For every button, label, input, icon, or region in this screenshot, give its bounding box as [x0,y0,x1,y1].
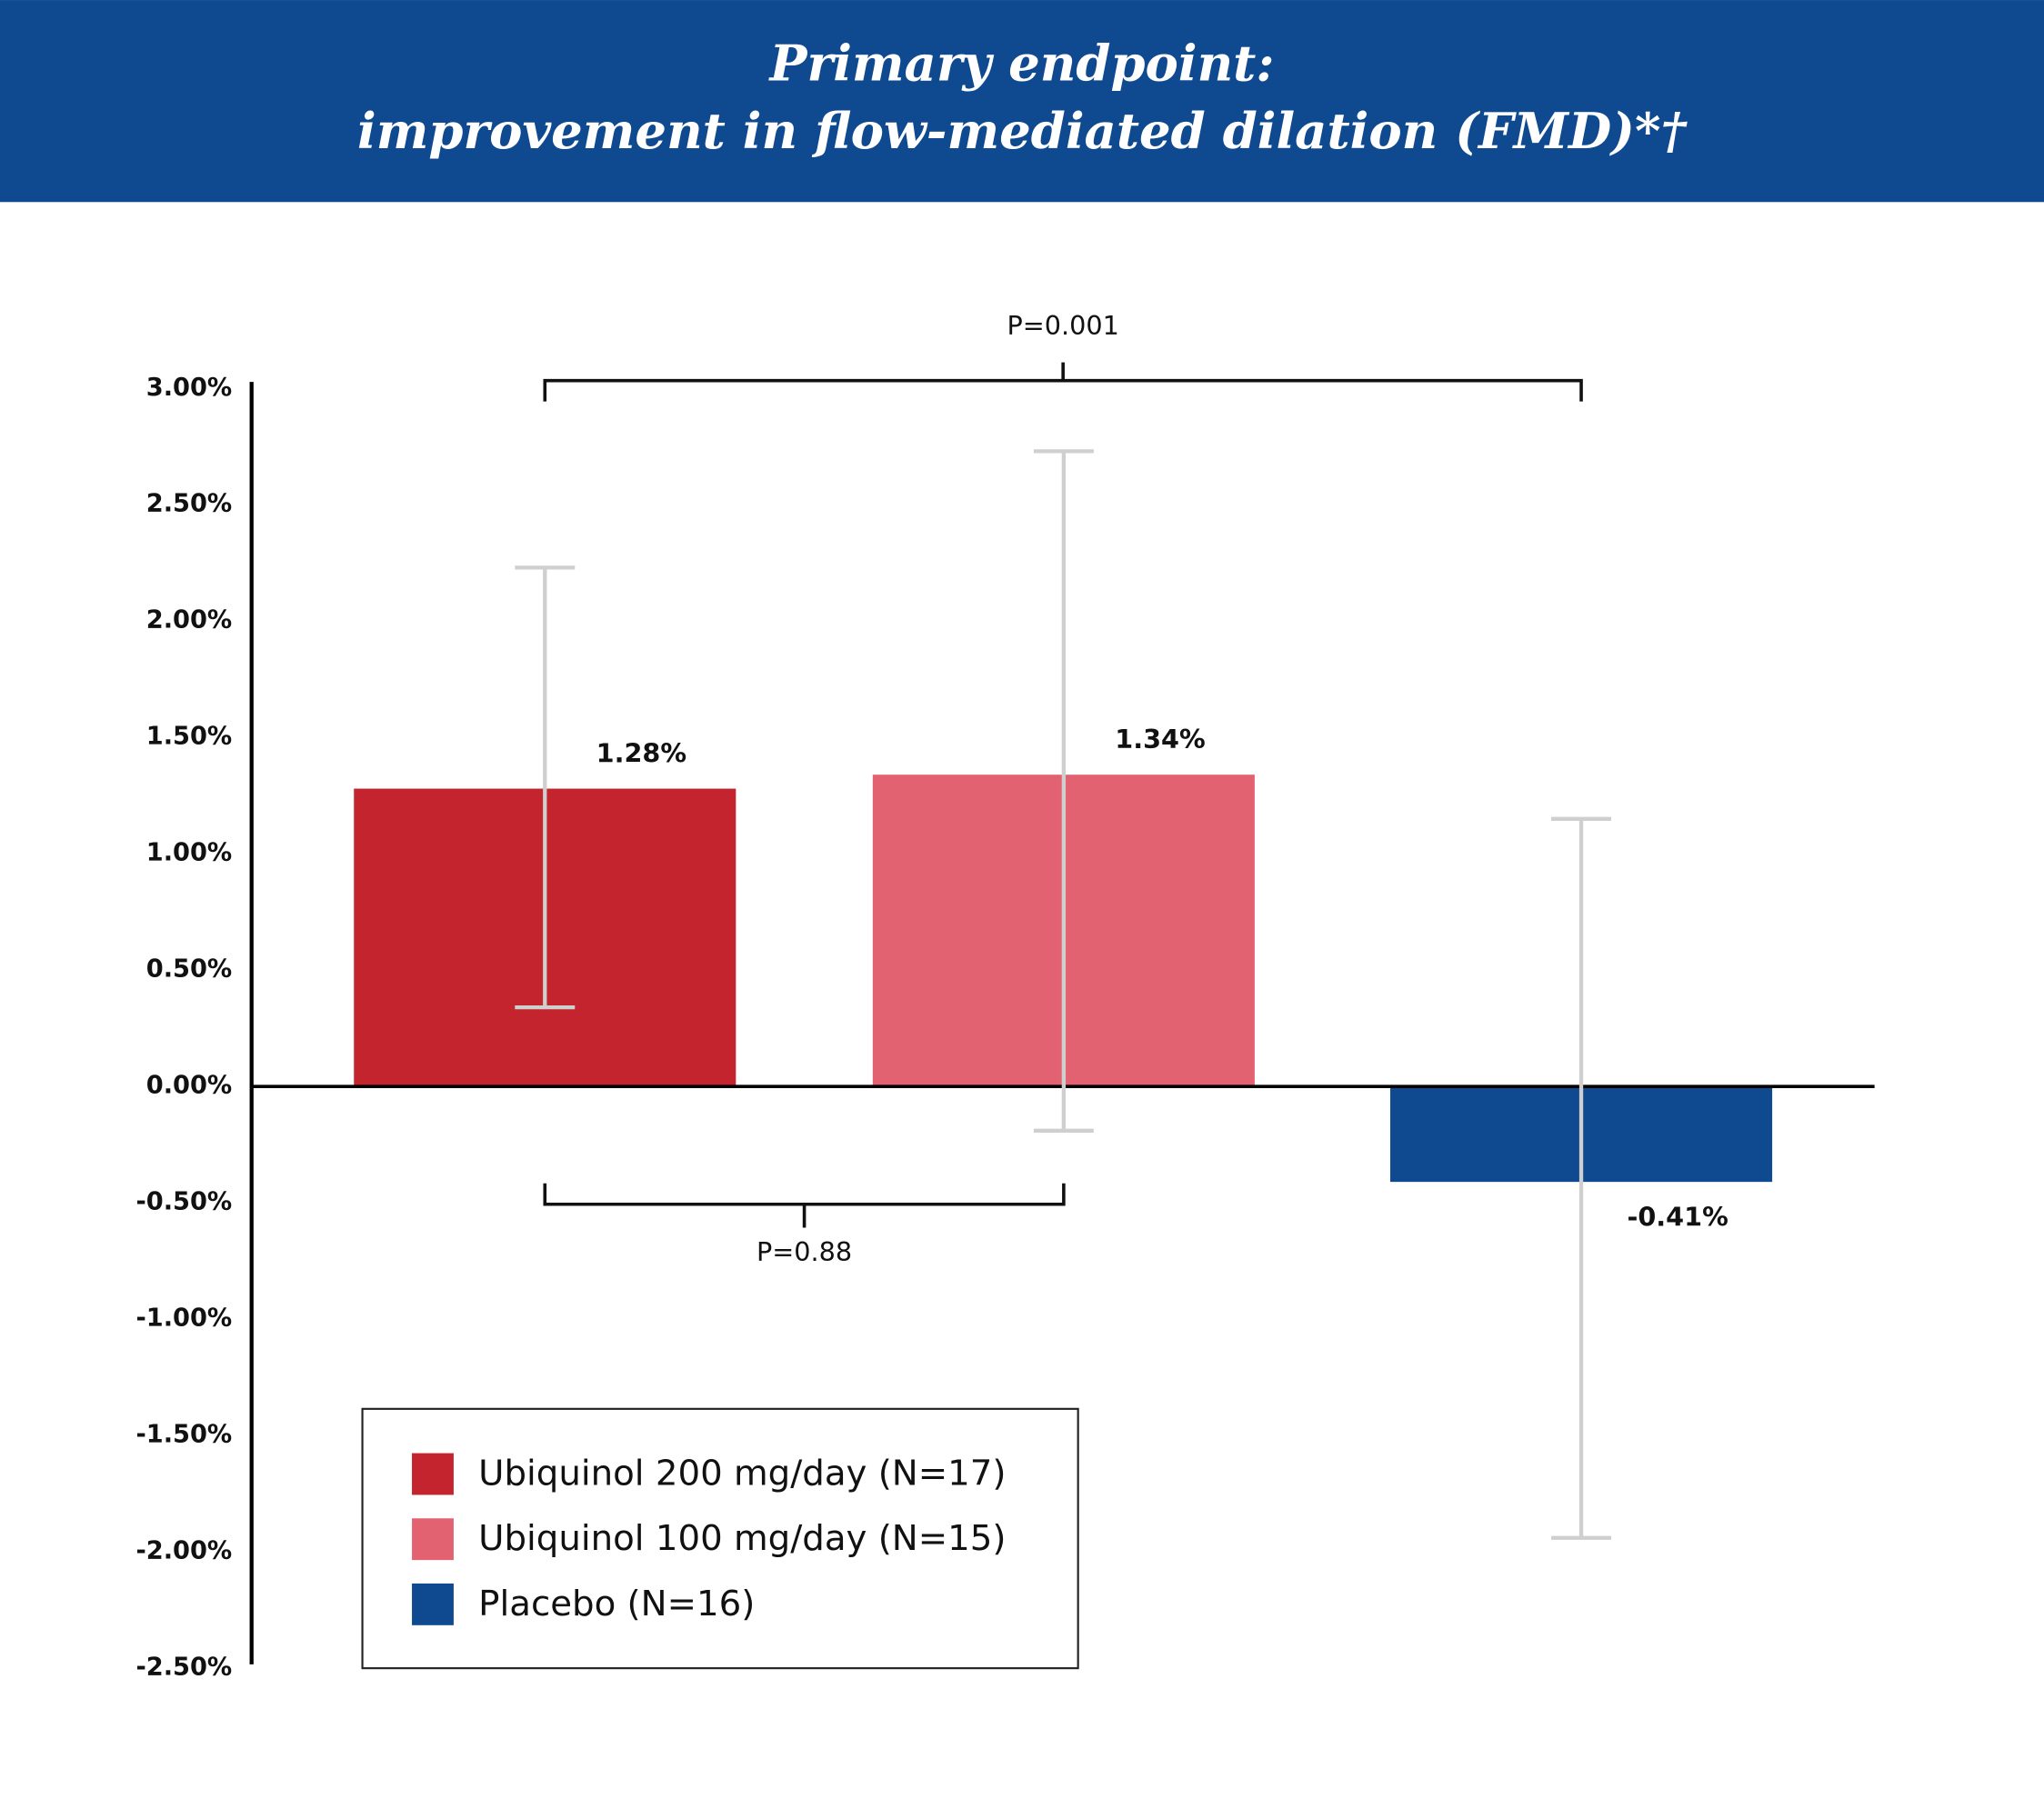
legend-swatch [412,1583,454,1625]
y-tick-label: -0.50% [135,1188,232,1216]
legend-label: Ubiquinol 200 mg/day (N=17) [478,1453,1006,1494]
y-tick-label: 1.00% [146,839,232,867]
significance-bracket [543,362,1583,402]
y-tick-label: -1.50% [135,1421,232,1449]
p-value: P=0.88 [756,1236,852,1267]
value-label: -0.41% [1627,1201,1728,1232]
value-label: 1.34% [1115,724,1205,755]
legend-label: Ubiquinol 100 mg/day (N=15) [478,1518,1006,1559]
y-tick-label: 2.00% [146,606,232,635]
y-tick-label: 3.00% [146,374,232,402]
header-band [0,0,2044,203]
y-tick-label: 0.50% [146,955,232,984]
chart-title: Primary endpoint: [768,35,1275,93]
p-value: P=0.001 [1007,310,1118,341]
legend-swatch [412,1518,454,1561]
legend-swatch [412,1453,454,1495]
y-tick-label: 2.50% [146,490,232,518]
legend [361,1407,1079,1670]
y-tick-label: -2.50% [135,1654,232,1682]
value-label: 1.28% [596,737,686,768]
y-tick-label: -1.00% [135,1304,232,1333]
chart-title: improvement in flow-mediated dilation (F… [357,102,1688,160]
significance-bracket [543,1183,1066,1228]
y-tick-label: 0.00% [146,1072,232,1100]
legend-label: Placebo (N=16) [478,1584,755,1624]
y-tick-label: -2.00% [135,1537,232,1565]
y-tick-label: 1.50% [146,723,232,751]
